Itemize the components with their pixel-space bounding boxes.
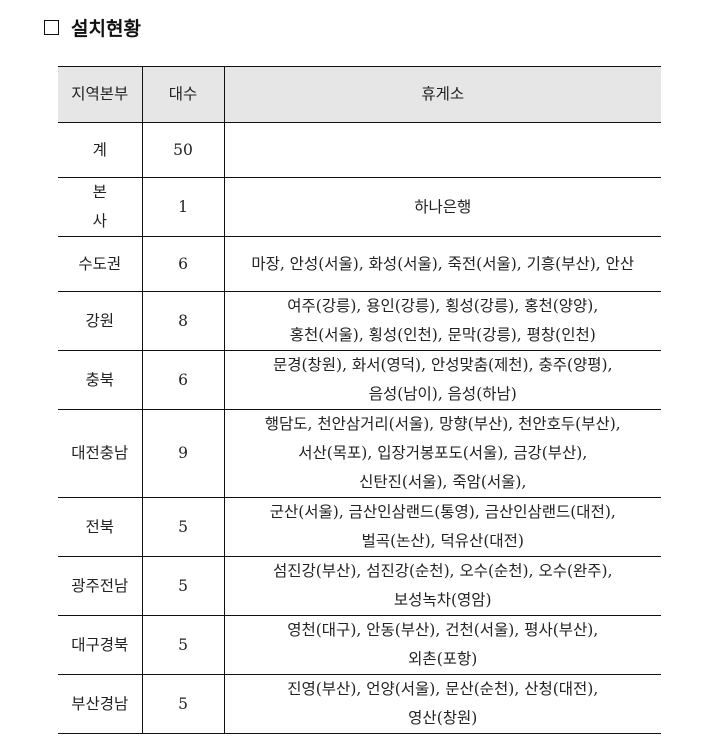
rest-area-line: 군산(서울), 금산인삼랜드(통영), 금산인삼랜드(대전), bbox=[269, 503, 616, 521]
table-row: 수도권 6 마장, 안성(서울), 화성(서울), 죽전(서울), 기흥(부산), … bbox=[58, 236, 661, 292]
rest-area-line: 서산(목포), 입장거봉포도(서울), 금강(부산), bbox=[298, 444, 588, 462]
cell-rest-areas: 하나은행 bbox=[224, 177, 661, 237]
rest-area-line: 영천(대구), 안동(부산), 건천(서울), 평사(부산), bbox=[287, 621, 599, 639]
table-row: 충북 6 문경(창원), 화서(영덕), 안성맞춤(제천), 충주(양평), 음성(남… bbox=[58, 350, 661, 410]
header-rest-areas: 휴게소 bbox=[224, 66, 661, 123]
cell-count: 5 bbox=[142, 556, 225, 616]
rest-area-line: 신탄진(서울), 죽암(서울), bbox=[359, 473, 527, 491]
table-row: 부산경남 5 진영(부산), 언양(서울), 문산(순천), 산청(대전), 영산(창… bbox=[58, 674, 661, 734]
table-row: 본 사 1 하나은행 bbox=[58, 177, 661, 237]
section-title-text: 설치현황 bbox=[71, 18, 141, 40]
rest-area-line: 여주(강릉), 용인(강릉), 횡성(강릉), 홍천(양양), bbox=[287, 297, 599, 315]
cell-count: 8 bbox=[142, 291, 225, 351]
rest-area-line: 외촌(포항) bbox=[408, 650, 478, 668]
cell-rest-areas: 섬진강(부산), 섬진강(순천), 오수(순천), 오수(완주), 보성녹차(영암… bbox=[224, 556, 661, 616]
cell-rest-areas: 문경(창원), 화서(영덕), 안성맞춤(제천), 충주(양평), 음성(남이),… bbox=[224, 350, 661, 410]
cell-rest-areas: 진영(부산), 언양(서울), 문산(순천), 산청(대전), 영산(창원) bbox=[224, 674, 661, 734]
rest-area-line: 음성(남이), 음성(하남) bbox=[368, 385, 517, 403]
rest-area-line: 행담도, 천안삼거리(서울), 망향(부산), 천안호두(부산), bbox=[264, 415, 621, 433]
cell-rest-areas: 군산(서울), 금산인삼랜드(통영), 금산인삼랜드(대전), 벌곡(논산), 덕… bbox=[224, 497, 661, 557]
cell-count: 9 bbox=[142, 409, 225, 498]
cell-count: 5 bbox=[142, 497, 225, 557]
table-row: 대구경북 5 영천(대구), 안동(부산), 건천(서울), 평사(부산), 외촌(포… bbox=[58, 615, 661, 675]
cell-count: 6 bbox=[142, 350, 225, 410]
cell-region: 부산경남 bbox=[58, 674, 143, 734]
cell-region: 계 bbox=[58, 122, 143, 178]
cell-region: 대전충남 bbox=[58, 409, 143, 498]
cell-region: 수도권 bbox=[58, 236, 143, 292]
table-row: 광주전남 5 섬진강(부산), 섬진강(순천), 오수(순천), 오수(완주), 보성… bbox=[58, 556, 661, 616]
rest-area-line: 벌곡(논산), 덕유산(대전) bbox=[361, 532, 524, 550]
table-row: 계 50 bbox=[58, 122, 661, 178]
rest-area-line: 진영(부산), 언양(서울), 문산(순천), 산청(대전), bbox=[287, 680, 599, 698]
table-row: 대전충남 9 행담도, 천안삼거리(서울), 망향(부산), 천안호두(부산), 서산… bbox=[58, 409, 661, 498]
cell-rest-areas bbox=[224, 122, 661, 178]
installation-status-table: 지역본부 대수 휴게소 계 50 본 사 1 하나은행 수도권 6 마장, 안성(서울), 화… bbox=[58, 66, 661, 734]
cell-region: 광주전남 bbox=[58, 556, 143, 616]
cell-count: 6 bbox=[142, 236, 225, 292]
rest-area-line: 마장, 안성(서울), 화성(서울), 죽전(서울), 기흥(부산), 안산 bbox=[251, 254, 635, 273]
rest-area-line: 홍천(서울), 횡성(인천), 문막(강릉), 평창(인천) bbox=[289, 326, 596, 344]
rest-area-line: 문경(창원), 화서(영덕), 안성맞춤(제천), 충주(양평), bbox=[272, 356, 613, 374]
cell-region: 전북 bbox=[58, 497, 143, 557]
rest-area-line: 영산(창원) bbox=[408, 709, 478, 727]
header-region: 지역본부 bbox=[58, 66, 143, 123]
cell-region: 본 사 bbox=[58, 177, 143, 237]
rest-area-line: 보성녹차(영암) bbox=[393, 591, 492, 609]
cell-region: 강원 bbox=[58, 291, 143, 351]
cell-count: 1 bbox=[142, 177, 225, 237]
table-header-row: 지역본부 대수 휴게소 bbox=[58, 66, 661, 123]
checkbox-square-icon bbox=[44, 20, 59, 35]
cell-rest-areas: 마장, 안성(서울), 화성(서울), 죽전(서울), 기흥(부산), 안산 bbox=[224, 236, 661, 292]
cell-rest-areas: 여주(강릉), 용인(강릉), 횡성(강릉), 홍천(양양), 홍천(서울), 횡… bbox=[224, 291, 661, 351]
cell-rest-areas: 영천(대구), 안동(부산), 건천(서울), 평사(부산), 외촌(포항) bbox=[224, 615, 661, 675]
table-row: 강원 8 여주(강릉), 용인(강릉), 횡성(강릉), 홍천(양양), 홍천(서울)… bbox=[58, 291, 661, 351]
cell-count: 50 bbox=[142, 122, 225, 178]
cell-region: 충북 bbox=[58, 350, 143, 410]
section-title: 설치현황 bbox=[44, 14, 141, 41]
cell-count: 5 bbox=[142, 615, 225, 675]
cell-region: 대구경북 bbox=[58, 615, 143, 675]
rest-area-line: 섬진강(부산), 섬진강(순천), 오수(순천), 오수(완주), bbox=[272, 562, 613, 580]
table-row: 전북 5 군산(서울), 금산인삼랜드(통영), 금산인삼랜드(대전), 벌곡(논산)… bbox=[58, 497, 661, 557]
rest-area-line: 하나은행 bbox=[414, 197, 472, 216]
cell-count: 5 bbox=[142, 674, 225, 734]
cell-rest-areas: 행담도, 천안삼거리(서울), 망향(부산), 천안호두(부산), 서산(목포),… bbox=[224, 409, 661, 498]
header-count: 대수 bbox=[142, 66, 225, 123]
